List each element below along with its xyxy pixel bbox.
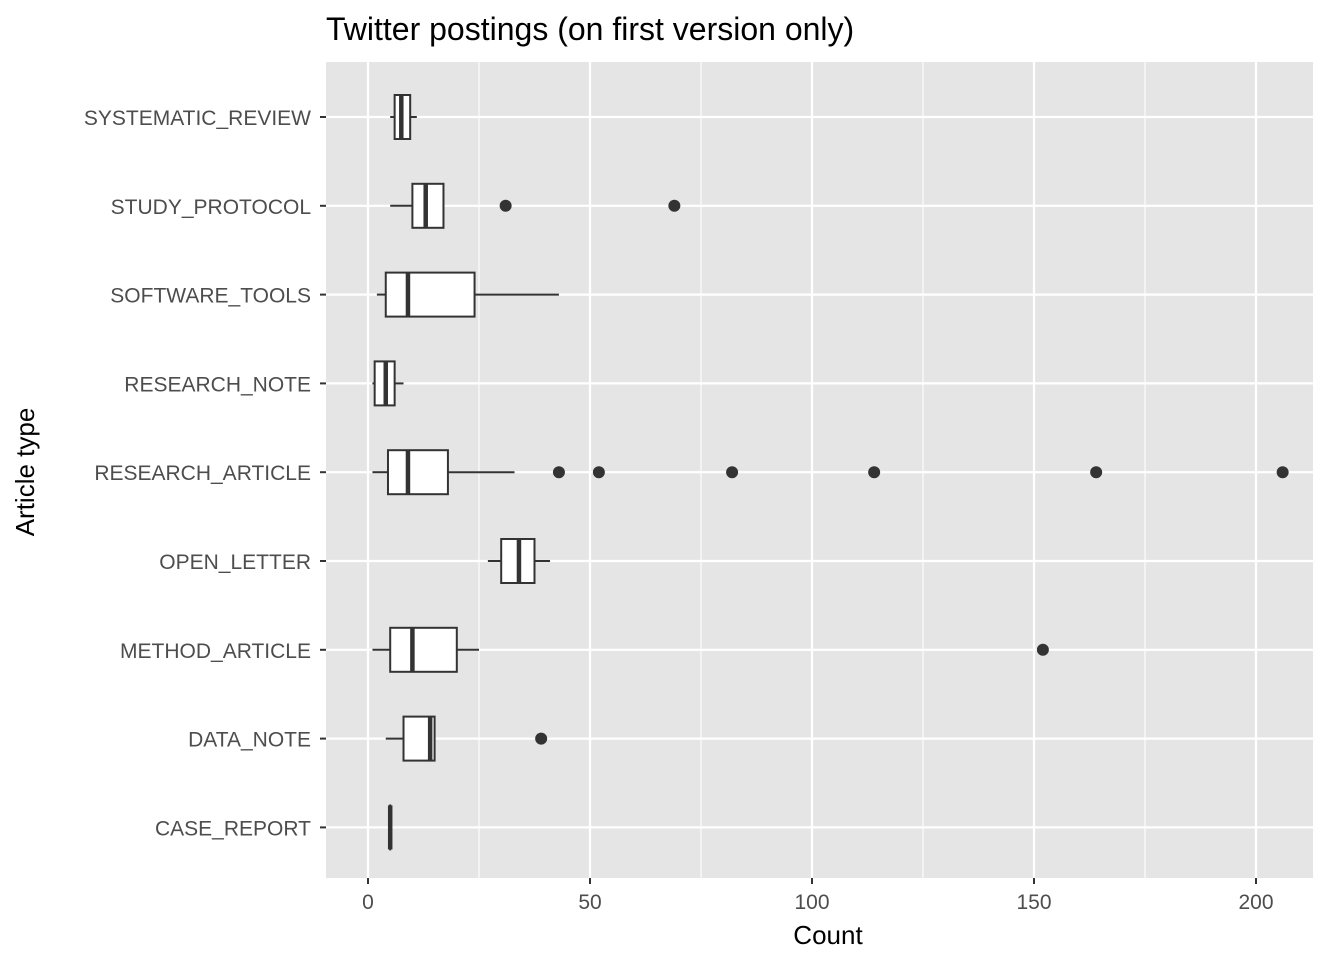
y-tick-label: SOFTWARE_TOOLS [110,285,311,308]
y-tick-label: CASE_REPORT [155,817,311,840]
outlier-point [868,466,881,479]
outlier-point [552,466,565,479]
chart-title: Twitter postings (on first version only) [326,11,854,47]
box-iqr [386,449,449,496]
x-tick-label: 50 [578,891,601,914]
box-software-tools [376,271,559,318]
box-method-article [372,626,1049,673]
box-data-note [385,715,548,762]
y-tick-label: RESEARCH_ARTICLE [94,462,311,485]
y-tick-label: OPEN_LETTER [159,551,311,574]
plot-panel [326,62,1313,878]
box-systematic-review [390,94,417,140]
y-tick-label: RESEARCH_NOTE [124,373,311,396]
box-study-protocol [390,182,681,229]
y-tick-label: STUDY_PROTOCOL [111,196,311,219]
y-tick-label: SYSTEMATIC_REVIEW [84,107,311,130]
x-tick-label: 200 [1238,891,1273,914]
box-research-note [372,360,404,407]
y-tick-label: METHOD_ARTICLE [120,640,311,663]
outlier-point [1090,466,1103,479]
outlier-point [726,466,739,479]
box-open-letter [487,538,551,584]
x-tick-label: 150 [1016,891,1051,914]
outlier-point [592,466,605,479]
outlier-point [668,199,681,212]
y-tick-label: DATA_NOTE [188,729,311,752]
box-research-article [372,449,1289,496]
y-axis-title: Article type [10,408,40,537]
x-tick-label: 0 [362,891,374,914]
box-marks [372,94,1289,851]
outlier-point [1036,643,1049,656]
outlier-point [499,199,512,212]
x-tick-label: 100 [794,891,829,914]
axes: 0 50 100 150 200 SYSTEMATIC_REVIEW STUDY_PROTO… [84,107,1274,914]
box-iqr [389,626,458,673]
outlier-point [1276,466,1289,479]
x-axis-title: Count [793,920,863,950]
outlier-point [535,732,548,745]
box-iqr [384,271,476,318]
